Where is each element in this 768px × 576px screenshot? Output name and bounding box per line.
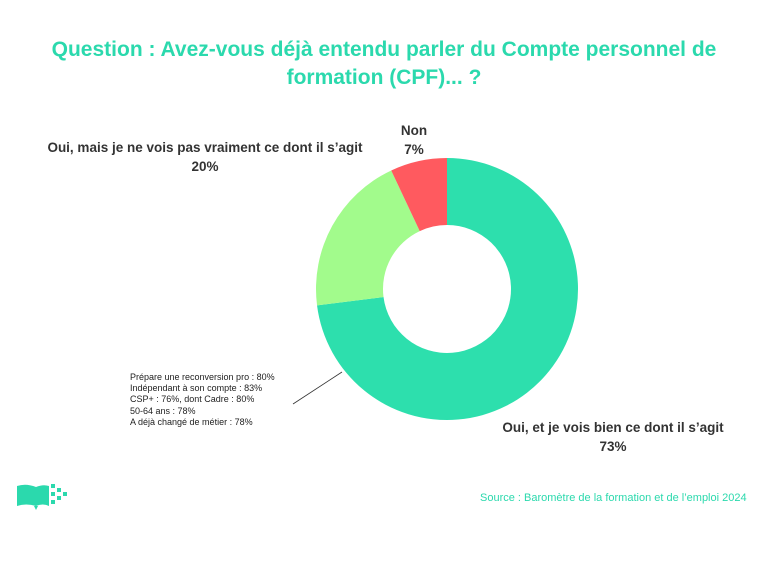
annotation-line: A déjà changé de métier : 78% [130,416,253,427]
annotation-line: Indépendant à son compte : 83% [130,383,263,394]
annotation-line: CSP+ : 76%, dont Cadre : 80% [130,394,255,405]
book-pixel-logo-icon [17,484,67,510]
slice-label-text: Oui, et je vois bien ce dont il s’agit [502,420,724,435]
slice-value-text: 7% [404,142,424,157]
annotation-note: Prépare une reconversion pro : 80% Indép… [130,372,275,428]
annotation-line: 50-64 ans : 78% [130,405,196,416]
source-note: Source : Baromètre de la formation et de… [480,492,747,504]
slice-value-text: 73% [599,439,627,454]
slice-label-text: Oui, mais je ne vois pas vraiment ce don… [47,140,363,155]
slice-label-non: Non 7% [389,121,439,159]
slice-value-text: 20% [191,159,219,174]
annotation-line: Prépare une reconversion pro : 80% [130,372,275,382]
slice-label-oui-bien: Oui, et je vois bien ce dont il s’agit 7… [493,418,733,456]
slice-label-oui-vague: Oui, mais je ne vois pas vraiment ce don… [30,138,380,176]
slice-label-text: Non [400,123,428,138]
annotation-pointer-line [292,371,343,405]
title-line-1: Question : Avez-vous déjà entendu parler… [51,38,717,61]
donut-slice-0 [317,158,578,420]
title-line-2: formation (CPF)... ? [286,66,482,89]
donut-slice-2 [391,158,447,232]
chart-title: Question : Avez-vous déjà entendu parler… [0,36,768,92]
donut-slice-1 [316,170,420,306]
